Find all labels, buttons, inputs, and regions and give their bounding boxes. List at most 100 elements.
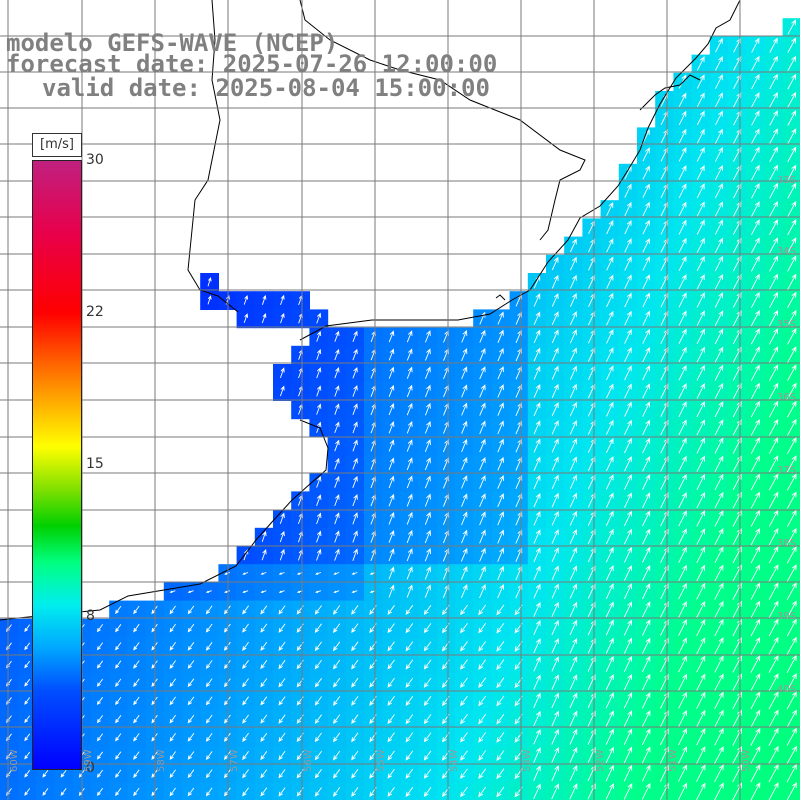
wind-arrow — [551, 456, 559, 471]
wind-arrow — [696, 401, 705, 418]
wind-arrow — [605, 583, 614, 599]
wind-arrow — [696, 455, 705, 472]
wind-arrow — [642, 274, 650, 290]
wind-arrow — [388, 566, 395, 580]
wind-arrow — [624, 347, 632, 362]
coastline-segment — [187, 0, 239, 313]
wind-arrow — [424, 493, 431, 507]
wind-arrow — [696, 56, 705, 71]
wind-arrow — [187, 769, 195, 779]
wind-arrow — [351, 732, 359, 743]
wind-arrow — [278, 572, 285, 575]
coastline-segment — [299, 0, 741, 341]
wind-arrow — [605, 728, 614, 745]
wind-arrow — [786, 691, 797, 710]
wind-arrow — [479, 347, 486, 362]
wind-arrow — [696, 600, 706, 618]
wind-arrow — [388, 403, 395, 416]
wind-arrow — [714, 727, 724, 746]
wind-arrow — [133, 623, 140, 633]
wind-arrow — [623, 601, 632, 618]
wind-arrow — [696, 165, 705, 181]
wind-arrow — [569, 347, 577, 362]
wind-arrow — [678, 255, 687, 272]
wind-arrow — [424, 439, 431, 452]
wind-arrow — [60, 788, 67, 796]
wind-arrow — [624, 456, 632, 472]
wind-arrow — [714, 219, 723, 235]
wind-arrow — [696, 364, 705, 381]
wind-arrow — [133, 733, 140, 742]
wind-arrow — [605, 674, 614, 691]
wind-arrow — [606, 401, 614, 417]
wind-arrow — [424, 420, 431, 434]
wind-arrow — [750, 364, 760, 381]
wind-arrow — [768, 673, 779, 692]
wind-arrow — [460, 641, 468, 652]
wind-arrow — [768, 400, 779, 418]
wind-arrow — [242, 787, 249, 797]
wind-arrow — [278, 605, 286, 615]
wind-arrow — [787, 418, 797, 436]
wind-arrow — [696, 74, 705, 89]
wind-arrow — [569, 510, 578, 526]
wind-arrow — [642, 292, 650, 308]
coastline-segment — [639, 74, 701, 111]
wind-arrow — [423, 623, 432, 634]
wind-arrow — [497, 347, 504, 362]
wind-arrow — [205, 641, 213, 651]
wind-arrow — [242, 623, 249, 633]
wind-arrow — [388, 348, 395, 361]
wind-arrow — [606, 220, 614, 235]
wind-arrow — [714, 364, 724, 381]
wind-arrow — [769, 346, 779, 363]
wind-arrow — [678, 274, 687, 290]
wind-arrow — [623, 565, 632, 581]
wind-arrow — [478, 786, 487, 798]
wind-arrow — [334, 530, 340, 543]
wind-arrow — [278, 678, 286, 688]
wind-arrow — [750, 473, 760, 491]
wind-arrow — [496, 641, 505, 652]
wind-arrow — [388, 475, 395, 489]
wind-arrow — [242, 572, 249, 575]
wind-arrow — [678, 619, 687, 636]
wind-arrow — [205, 696, 213, 706]
wind-arrow — [569, 710, 578, 727]
wind-arrow — [714, 528, 724, 545]
wind-arrow — [115, 660, 122, 669]
wind-arrow — [316, 476, 322, 488]
wind-arrow — [243, 313, 249, 324]
wind-arrow — [696, 419, 705, 436]
wind-arrow — [169, 642, 176, 651]
wind-arrow — [478, 659, 487, 670]
wind-arrow — [461, 420, 468, 434]
wind-arrow — [387, 732, 395, 743]
wind-arrow — [332, 605, 341, 615]
wind-arrow — [260, 572, 267, 575]
wind-arrow — [334, 348, 340, 361]
wind-arrow — [769, 328, 779, 345]
longitude-label: 54W — [449, 749, 460, 772]
wind-arrow — [388, 530, 395, 543]
wind-arrow — [606, 347, 614, 362]
wind-arrow — [750, 709, 761, 728]
wind-arrow — [786, 473, 797, 491]
wind-arrow — [569, 456, 577, 472]
wind-arrow — [623, 764, 633, 782]
wind-arrow — [423, 677, 432, 688]
wind-arrow — [696, 110, 705, 126]
wind-arrow — [478, 768, 487, 780]
wind-arrow — [533, 311, 541, 325]
wind-arrow — [605, 565, 614, 581]
wind-arrow — [605, 492, 614, 508]
wind-arrow — [405, 732, 414, 743]
wind-arrow — [786, 509, 797, 528]
wind-arrow — [533, 547, 541, 563]
wind-arrow — [260, 605, 268, 615]
wind-arrow — [768, 600, 779, 619]
wind-arrow — [460, 584, 468, 599]
wind-arrow — [478, 713, 487, 725]
wind-arrow — [496, 604, 505, 616]
wind-arrow — [423, 695, 432, 707]
